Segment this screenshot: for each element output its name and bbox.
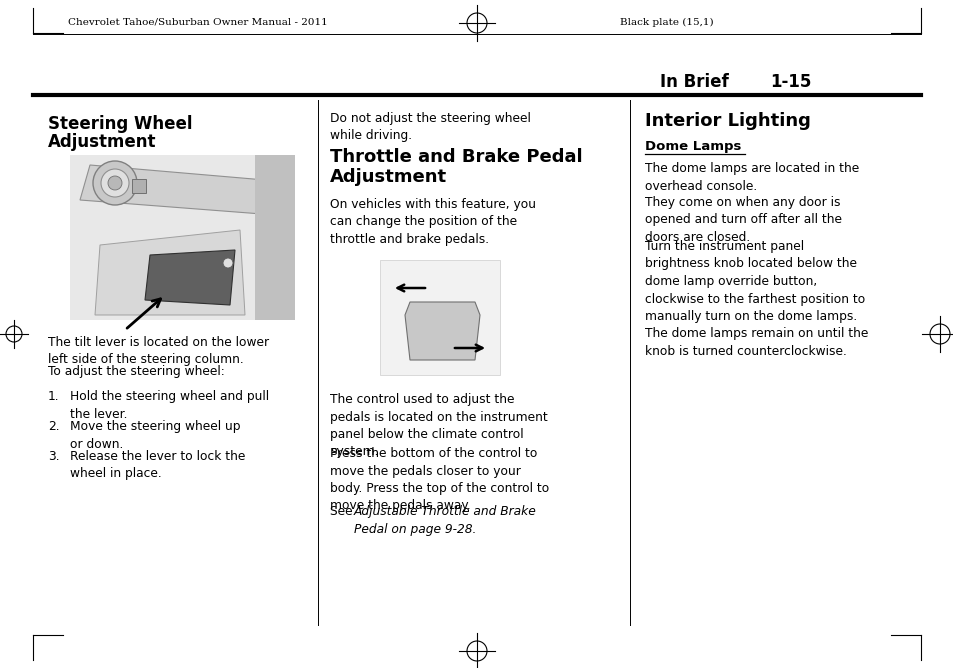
Text: Move the steering wheel up
or down.: Move the steering wheel up or down. [70, 420, 240, 450]
Text: 3.: 3. [48, 450, 59, 463]
Text: Adjustable Throttle and Brake
Pedal on page 9-28.: Adjustable Throttle and Brake Pedal on p… [354, 505, 537, 536]
Bar [379, 260, 499, 375]
Text: 1-15: 1-15 [769, 73, 810, 91]
Polygon shape [80, 165, 274, 215]
Text: The dome lamps are located in the
overhead console.: The dome lamps are located in the overhe… [644, 162, 859, 192]
Circle shape [108, 176, 122, 190]
Text: They come on when any door is
opened and turn off after all the
doors are closed: They come on when any door is opened and… [644, 196, 841, 244]
Text: Interior Lighting: Interior Lighting [644, 112, 810, 130]
Text: Steering Wheel: Steering Wheel [48, 115, 193, 133]
Text: Dome Lamps: Dome Lamps [644, 140, 740, 153]
Circle shape [92, 161, 137, 205]
Text: Release the lever to lock the
wheel in place.: Release the lever to lock the wheel in p… [70, 450, 245, 480]
Circle shape [223, 258, 233, 268]
Polygon shape [145, 250, 234, 305]
Text: Hold the steering wheel and pull
the lever.: Hold the steering wheel and pull the lev… [70, 390, 269, 420]
Polygon shape [95, 230, 245, 315]
Text: The control used to adjust the
pedals is located on the instrument
panel below t: The control used to adjust the pedals is… [330, 393, 547, 458]
Text: On vehicles with this feature, you
can change the position of the
throttle and b: On vehicles with this feature, you can c… [330, 198, 536, 246]
Text: Adjustment: Adjustment [330, 168, 447, 186]
Text: Throttle and Brake Pedal: Throttle and Brake Pedal [330, 148, 582, 166]
Text: Chevrolet Tahoe/Suburban Owner Manual - 2011: Chevrolet Tahoe/Suburban Owner Manual - … [68, 17, 328, 27]
Text: In Brief: In Brief [659, 73, 728, 91]
Text: 2.: 2. [48, 420, 59, 433]
Polygon shape [405, 302, 479, 360]
Text: See: See [330, 505, 356, 518]
Text: Press the bottom of the control to
move the pedals closer to your
body. Press th: Press the bottom of the control to move … [330, 447, 549, 512]
Text: Do not adjust the steering wheel
while driving.: Do not adjust the steering wheel while d… [330, 112, 530, 142]
Text: Adjustment: Adjustment [48, 133, 156, 151]
Bar [254, 155, 294, 320]
Text: To adjust the steering wheel:: To adjust the steering wheel: [48, 365, 225, 378]
Text: Black plate (15,1): Black plate (15,1) [619, 17, 713, 27]
Text: The tilt lever is located on the lower
left side of the steering column.: The tilt lever is located on the lower l… [48, 336, 269, 367]
Text: Turn the instrument panel
brightness knob located below the
dome lamp override b: Turn the instrument panel brightness kno… [644, 240, 867, 358]
Bar [70, 155, 294, 320]
Bar [132, 179, 146, 193]
Text: 1.: 1. [48, 390, 59, 403]
Circle shape [101, 169, 129, 197]
